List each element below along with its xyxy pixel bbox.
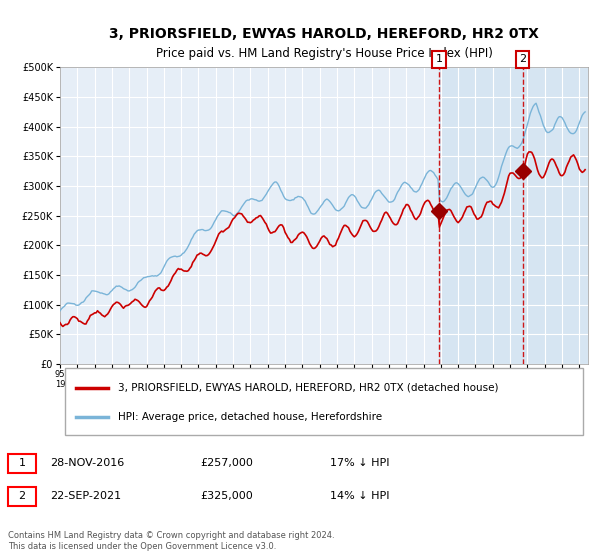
Text: 3, PRIORSFIELD, EWYAS HAROLD, HEREFORD, HR2 0TX: 3, PRIORSFIELD, EWYAS HAROLD, HEREFORD, …: [109, 27, 539, 41]
Text: 2: 2: [519, 54, 526, 64]
Text: 17% ↓ HPI: 17% ↓ HPI: [330, 458, 389, 468]
Text: Contains HM Land Registry data © Crown copyright and database right 2024.
This d: Contains HM Land Registry data © Crown c…: [8, 531, 335, 550]
Text: 3, PRIORSFIELD, EWYAS HAROLD, HEREFORD, HR2 0TX (detached house): 3, PRIORSFIELD, EWYAS HAROLD, HEREFORD, …: [118, 383, 499, 393]
Text: 22-SEP-2021: 22-SEP-2021: [50, 491, 121, 501]
Bar: [439, 67, 600, 364]
Bar: [8, 454, 36, 473]
Text: 2: 2: [19, 491, 26, 501]
Text: 28-NOV-2016: 28-NOV-2016: [50, 458, 124, 468]
Text: HPI: Average price, detached house, Herefordshire: HPI: Average price, detached house, Here…: [118, 412, 382, 422]
Text: 14% ↓ HPI: 14% ↓ HPI: [330, 491, 389, 501]
Text: 1: 1: [19, 458, 25, 468]
Text: £325,000: £325,000: [200, 491, 253, 501]
Text: £257,000: £257,000: [200, 458, 253, 468]
Text: 1: 1: [436, 54, 443, 64]
Text: Price paid vs. HM Land Registry's House Price Index (HPI): Price paid vs. HM Land Registry's House …: [155, 46, 493, 60]
Bar: [8, 487, 36, 506]
